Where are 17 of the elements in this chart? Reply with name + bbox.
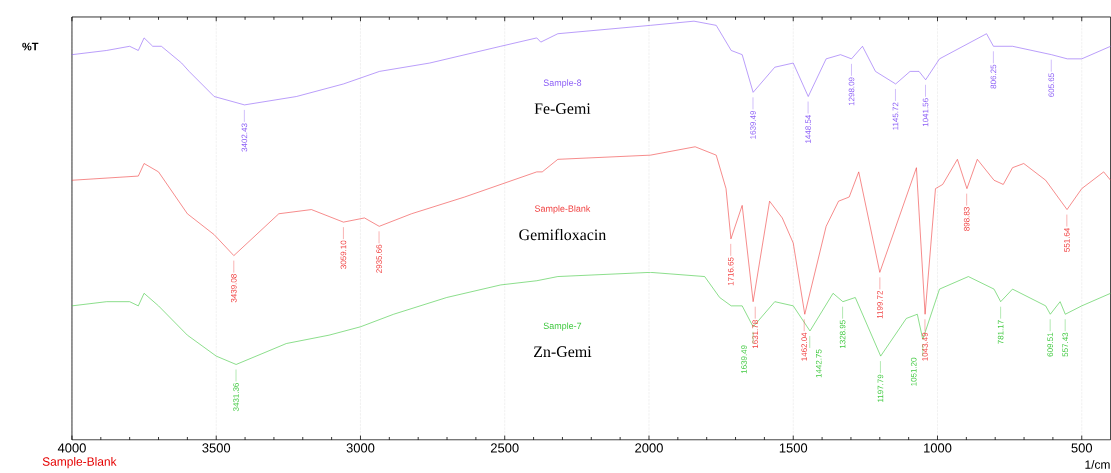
x-tick-label: 3500: [202, 443, 231, 453]
x-axis-title: 1/cm: [1085, 460, 1110, 469]
y-axis-title: %T: [22, 42, 39, 51]
x-tick-label: 4000: [57, 443, 86, 453]
x-tick-label: 2500: [490, 443, 519, 453]
text: Sample-Blank: [42, 457, 117, 469]
x-tick-label: 500: [1071, 443, 1093, 453]
text: Sample-7: [543, 322, 582, 331]
annotation: Gemifloxacin: [519, 228, 607, 241]
text: Sample-8: [543, 79, 582, 88]
text: Sample-Blank: [534, 205, 591, 214]
annotation: Zn-Gemi: [533, 346, 592, 358]
x-tick-label: 2000: [635, 443, 663, 453]
x-tick-label: 1500: [779, 443, 808, 453]
x-tick-label: 3000: [346, 443, 375, 453]
x-tick-label: 1000: [924, 443, 952, 453]
annotation: Fe-Gemi: [534, 103, 591, 115]
